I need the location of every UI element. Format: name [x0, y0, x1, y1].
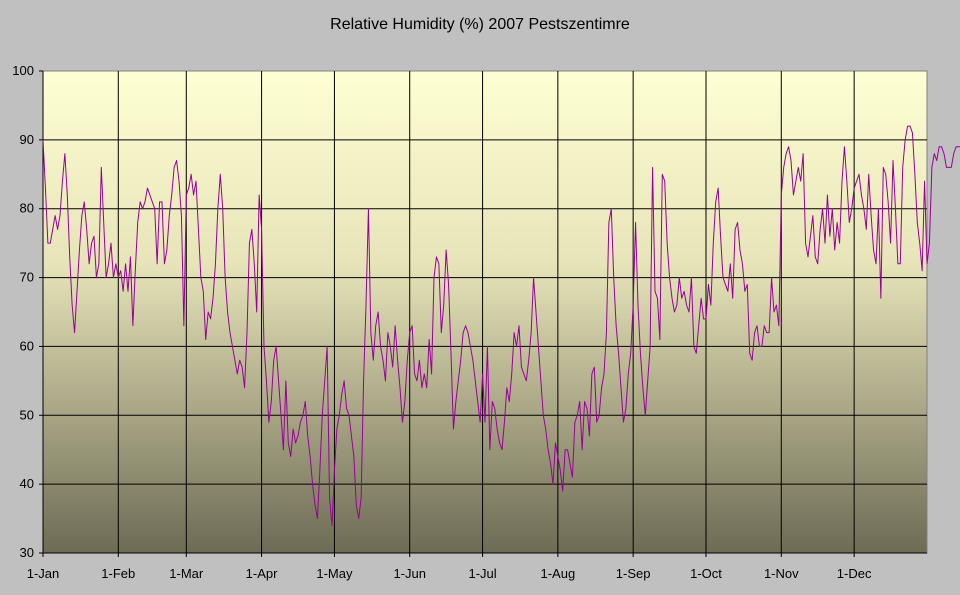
x-tick-label: 1-May [316, 566, 353, 581]
y-tick-label: 50 [20, 407, 34, 422]
y-tick-label: 70 [20, 270, 34, 285]
y-tick-label: 90 [20, 132, 34, 147]
x-tick-label: 1-Dec [837, 566, 872, 581]
x-tick-label: 1-Oct [690, 566, 722, 581]
x-tick-label: 1-Apr [246, 566, 278, 581]
x-tick-label: 1-Feb [101, 566, 135, 581]
y-tick-label: 30 [20, 545, 34, 560]
y-tick-label: 80 [20, 201, 34, 216]
x-tick-label: 1-Mar [169, 566, 204, 581]
series-layer [42, 125, 960, 526]
y-tick-label: 60 [20, 338, 34, 353]
x-tick-label: 1-Jul [468, 566, 496, 581]
y-tick-label: 100 [12, 63, 34, 78]
x-tick-label: 1-Nov [764, 566, 799, 581]
chart-title: Relative Humidity (%) 2007 Pestszentimre [330, 16, 630, 33]
plot-area [42, 70, 928, 554]
y-tick-label: 40 [20, 476, 34, 491]
x-tick-label: 1-Sep [616, 566, 651, 581]
x-tick-label: 1-Jan [27, 566, 60, 581]
x-tick-label: 1-Jun [393, 566, 426, 581]
x-tick-label: 1-Aug [541, 566, 576, 581]
humidity-series-line [42, 125, 960, 526]
axis-layer: 30 40 50 60 70 80 90 100 1-Jan 1-Feb 1-Mar 1-Apr 1-M… [12, 63, 927, 581]
